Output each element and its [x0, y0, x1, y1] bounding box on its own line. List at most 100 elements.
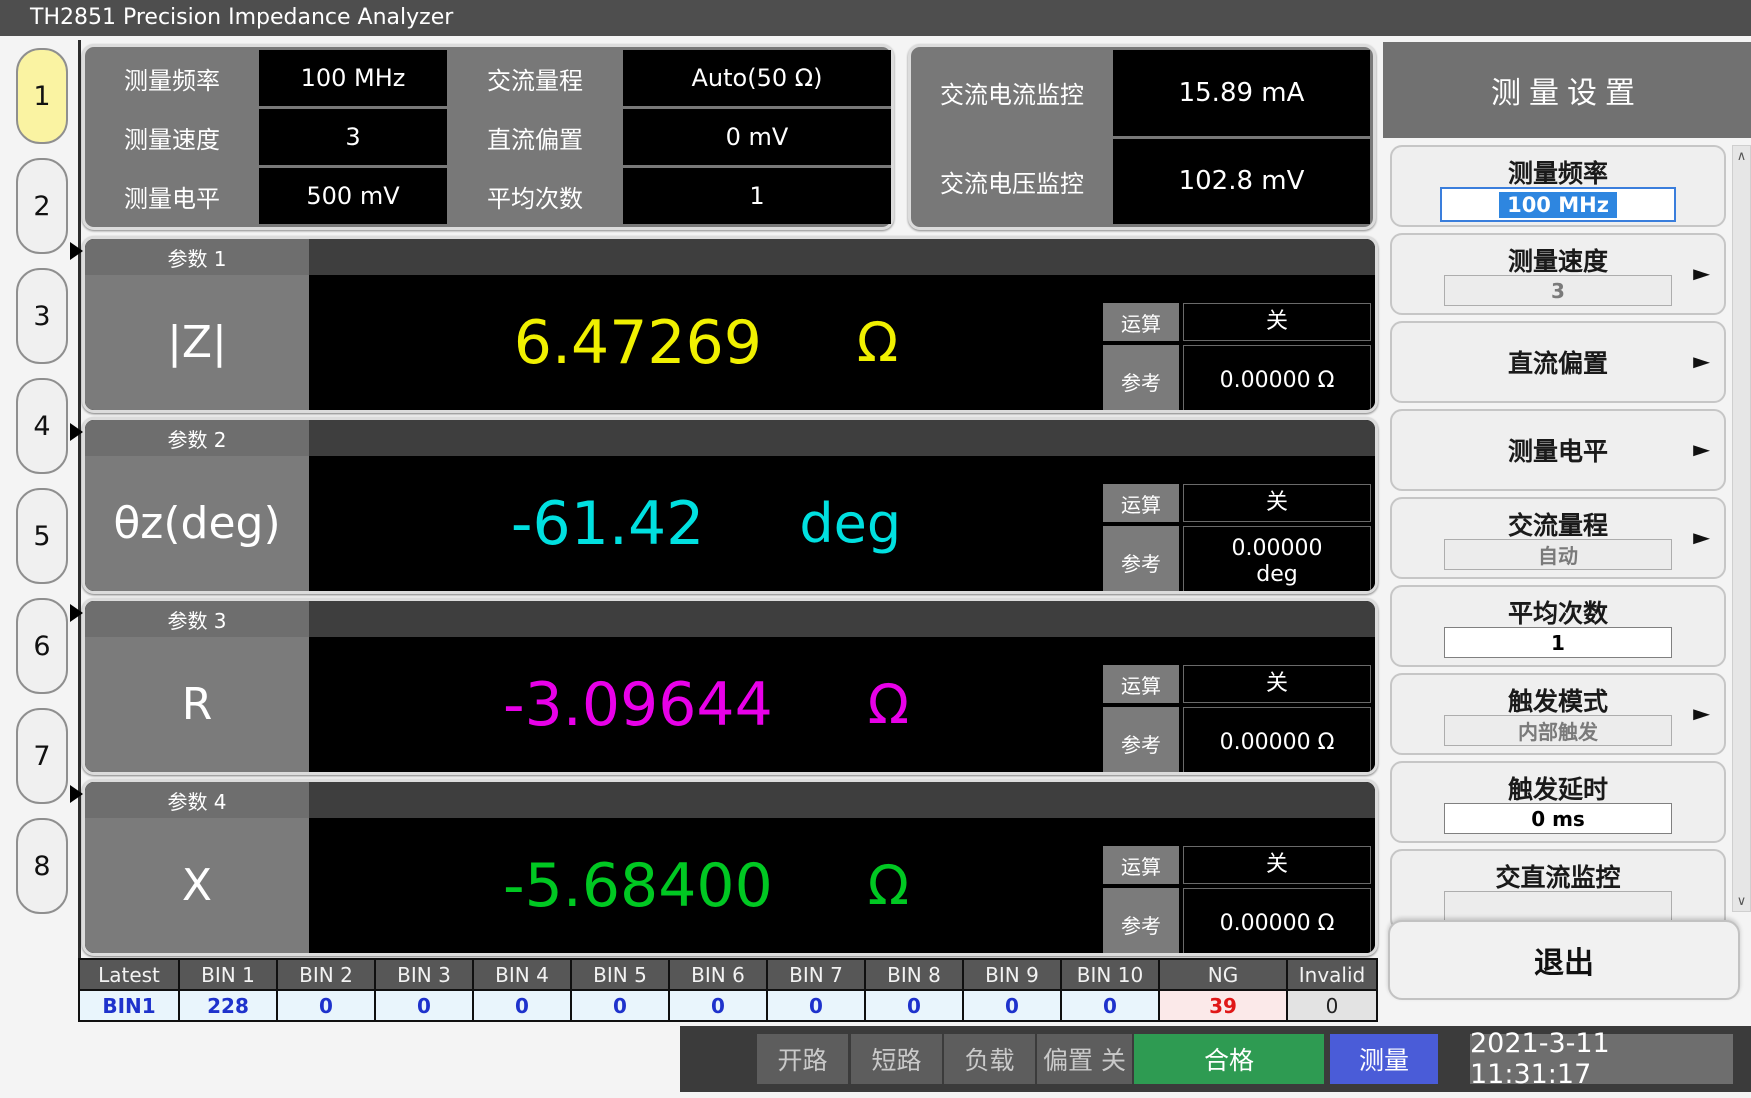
ac-current-monitor-label: 交流电流监控: [914, 50, 1110, 136]
param-value: -5.68400: [502, 850, 773, 921]
tab-label: 6: [33, 630, 51, 662]
sidebar-item-acdc-monitor[interactable]: 交直流监控: [1390, 849, 1726, 931]
param-readout: -3.09644 Ω: [309, 637, 1103, 772]
sidebar-item-label: 直流偏置: [1507, 349, 1608, 378]
op-value[interactable]: 关: [1183, 665, 1371, 703]
ref-value[interactable]: 0.00000 Ω: [1183, 707, 1371, 772]
sidebar-item-average[interactable]: 平均次数 1: [1390, 585, 1726, 667]
acdc-monitor-value-box[interactable]: [1444, 891, 1672, 922]
ac-voltage-monitor-label: 交流电压监控: [914, 138, 1110, 224]
ref-value[interactable]: 0.00000 deg: [1183, 526, 1371, 591]
open-correction-button[interactable]: 开路: [757, 1034, 848, 1084]
exit-button[interactable]: 退出: [1388, 920, 1740, 1000]
op-value[interactable]: 关: [1183, 846, 1371, 884]
sidebar-item-trigger-delay[interactable]: 触发延时 0 ms: [1390, 761, 1726, 843]
param-name: θz(deg): [85, 456, 309, 591]
sidebar-item-dc-bias[interactable]: 直流偏置 ►: [1390, 321, 1726, 403]
tab-page-1[interactable]: 1: [16, 48, 68, 144]
panel-pointer-icon: [70, 242, 83, 260]
scroll-down-icon[interactable]: ∨: [1736, 893, 1747, 909]
trigger-mode-value-box[interactable]: 内部触发: [1444, 715, 1672, 746]
ref-value[interactable]: 0.00000 Ω: [1183, 345, 1371, 410]
avg-value: 1: [623, 168, 891, 224]
chevron-right-icon: ►: [1693, 261, 1710, 287]
bin-header: BIN 8: [866, 960, 962, 989]
ng-count: 39: [1160, 991, 1286, 1020]
sidebar-scrollbar[interactable]: ∧ ∨: [1732, 145, 1751, 912]
tab-label: 5: [33, 520, 51, 552]
bin-header: BIN 10: [1062, 960, 1158, 989]
chevron-right-icon: ►: [1693, 349, 1710, 375]
param-unit: Ω: [856, 311, 899, 374]
sidebar-item-speed[interactable]: 测量速度 3 ►: [1390, 233, 1726, 315]
freq-value: 100 MHz: [259, 50, 447, 106]
tab-page-7[interactable]: 7: [16, 708, 68, 804]
bias-off-button[interactable]: 偏置 关: [1037, 1034, 1132, 1084]
ac-current-monitor-value: 15.89 mA: [1113, 50, 1370, 136]
param-readout: -61.42 deg: [309, 456, 1103, 591]
tab-label: 8: [33, 850, 51, 882]
param-name: R: [85, 637, 309, 772]
tab-page-8[interactable]: 8: [16, 818, 68, 914]
param-tab: 参数 2: [85, 420, 309, 456]
param-value: -3.09644: [502, 669, 773, 740]
tab-page-2[interactable]: 2: [16, 158, 68, 254]
tab-label: 4: [33, 410, 51, 442]
op-label: 运算: [1103, 484, 1179, 522]
bin-header: BIN 2: [278, 960, 374, 989]
sidebar-item-label: 测量频率: [1507, 159, 1608, 188]
speed-value: 3: [259, 109, 447, 165]
ref-value[interactable]: 0.00000 Ω: [1183, 888, 1371, 953]
short-correction-button[interactable]: 短路: [851, 1034, 942, 1084]
sidebar-item-ac-range[interactable]: 交流量程 自动 ►: [1390, 497, 1726, 579]
average-input[interactable]: 1: [1444, 627, 1672, 658]
bin-header-ng: NG: [1160, 960, 1286, 989]
param-tab: 参数 1: [85, 239, 309, 275]
scroll-up-icon[interactable]: ∧: [1736, 148, 1747, 164]
bin-count: 0: [1062, 991, 1158, 1020]
bin-header: BIN 7: [768, 960, 864, 989]
freq-label: 测量频率: [88, 50, 256, 106]
bin-count: 0: [866, 991, 962, 1020]
param-header: 参数 2: [85, 420, 1375, 456]
param-unit: Ω: [867, 673, 910, 736]
sidebar-item-trigger-mode[interactable]: 触发模式 内部触发 ►: [1390, 673, 1726, 755]
datetime-display: 2021-3-11 11:31:17: [1470, 1028, 1733, 1090]
bin-count: 0: [964, 991, 1060, 1020]
tab-page-3[interactable]: 3: [16, 268, 68, 364]
speed-value-box[interactable]: 3: [1444, 275, 1672, 306]
selected-text: 100 MHz: [1499, 191, 1617, 218]
sidebar-item-level[interactable]: 测量电平 ►: [1390, 409, 1726, 491]
param-panel-2: 参数 2 θz(deg) -61.42 deg 运算 关 参考 0.00000 …: [82, 417, 1378, 594]
sidebar-item-frequency[interactable]: 测量频率 100 MHz: [1390, 145, 1726, 227]
level-label: 测量电平: [88, 168, 256, 224]
bin-count: 0: [572, 991, 668, 1020]
op-value[interactable]: 关: [1183, 303, 1371, 341]
tab-label: 1: [33, 80, 51, 112]
tab-label: 7: [33, 740, 51, 772]
bin-header: BIN 5: [572, 960, 668, 989]
sidebar-item-label: 交直流监控: [1495, 863, 1621, 892]
tab-page-5[interactable]: 5: [16, 488, 68, 584]
frequency-input[interactable]: 100 MHz: [1440, 187, 1676, 222]
sidebar-item-label: 平均次数: [1507, 599, 1608, 628]
load-correction-button[interactable]: 负载: [944, 1034, 1035, 1084]
bin-header: BIN 3: [376, 960, 472, 989]
tab-page-4[interactable]: 4: [16, 378, 68, 474]
sidebar-item-label: 触发延时: [1507, 775, 1608, 804]
param-value: 6.47269: [513, 307, 762, 378]
sidebar-item-label: 触发模式: [1507, 687, 1608, 716]
bias-label: 直流偏置: [450, 109, 620, 165]
ref-label: 参考: [1103, 707, 1179, 772]
param-unit: deg: [799, 492, 902, 555]
op-value[interactable]: 关: [1183, 484, 1371, 522]
trigger-delay-input[interactable]: 0 ms: [1444, 803, 1672, 834]
content-left-edge: [78, 40, 81, 1022]
param-value: -61.42: [510, 488, 705, 559]
param-readout: 6.47269 Ω: [309, 275, 1103, 410]
op-label: 运算: [1103, 665, 1179, 703]
tab-page-6[interactable]: 6: [16, 598, 68, 694]
status-bar: 开路 短路 负载 偏置 关 合格 测量 2021-3-11 11:31:17: [680, 1026, 1751, 1092]
ac-range-value-box[interactable]: 自动: [1444, 539, 1672, 570]
ref-label: 参考: [1103, 345, 1179, 410]
